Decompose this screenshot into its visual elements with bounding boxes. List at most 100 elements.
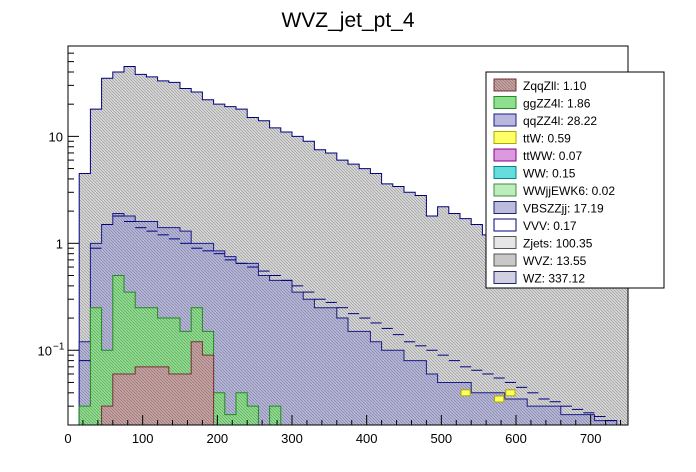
overlay-WVZ: [79, 215, 628, 425]
bar-ZqqZll-2: [124, 374, 135, 425]
legend: ZqqZll: 1.10 ggZZ4l: 1.86 qqZZ4l: 28.22 ttW…: [485, 71, 665, 289]
bar-qqZZ4l-45: [583, 415, 594, 425]
legend-label: ZqqZll: 1.10: [523, 79, 587, 93]
bar-qqZZ4l-26: [370, 342, 381, 425]
legend-swatch: [493, 201, 517, 214]
legend-label: VVV: 0.17: [523, 219, 577, 233]
bar-ggZZ4l-12: [214, 393, 225, 425]
bar-ggZZ4l-0: [79, 406, 90, 425]
legend-swatch: [493, 218, 517, 232]
bar-qqZZ4l-43: [561, 415, 572, 425]
bar-qqZZ4l-24: [348, 331, 359, 425]
bar-qqZZ4l-25: [359, 331, 370, 425]
bar-qqZZ4l-47: [606, 421, 617, 425]
bar-WZ-43: [561, 267, 572, 425]
bar-qqZZ4l-33: [449, 382, 460, 425]
bar-qqZZ4l-18: [281, 280, 292, 425]
bar-qqZZ4l-20: [303, 299, 314, 425]
legend-swatch: [493, 166, 517, 179]
bar-qqZZ4l-23: [337, 318, 348, 425]
x-tick-label: 400: [356, 431, 378, 446]
series-outline-ggZZ4l: [78, 275, 282, 425]
bar-qqZZ4l-40: [527, 406, 538, 425]
legend-swatch: [493, 148, 517, 162]
bar-ZqqZll-9: [202, 355, 213, 425]
legend-label: ttW: 0.59: [523, 132, 571, 146]
overlay-mark-ttW-0: [460, 389, 471, 397]
legend-label: WW: 0.15: [523, 167, 576, 181]
x-tick-label: 300: [281, 431, 303, 446]
x-tick-label: 500: [430, 431, 452, 446]
bar-qqZZ4l-22: [326, 308, 337, 425]
legend-swatch: [493, 236, 517, 249]
y-tick-label: 10: [38, 343, 52, 358]
bar-ggZZ4l-15: [247, 406, 258, 425]
x-tick-label: 200: [206, 431, 228, 446]
bar-qqZZ4l-30: [415, 361, 426, 425]
x-tick-label: 700: [580, 431, 602, 446]
overlay-mark-ttW-2: [505, 389, 516, 397]
bar-WZ-46: [594, 280, 605, 425]
overlay-mark-ttW-1: [494, 395, 505, 403]
legend-label: WWjjEWK6: 0.02: [523, 184, 615, 198]
bar-qqZZ4l-44: [572, 415, 583, 425]
bar-qqZZ4l-17: [270, 280, 281, 425]
series-hatch-ZqqZll: [101, 341, 214, 425]
bar-qqZZ4l-19: [292, 292, 303, 425]
bar-qqZZ4l-35: [471, 393, 482, 425]
bar-ZqqZll-4: [146, 367, 157, 425]
bar-ZqqZll-0: [102, 406, 113, 425]
series-hatch-qqZZ4l: [79, 213, 628, 425]
bar-WZ-45: [583, 276, 594, 425]
legend-label: WZ: 337.12: [523, 272, 585, 286]
x-tick-label: 0: [64, 431, 71, 446]
bar-WZ-44: [572, 271, 583, 425]
bar-qqZZ4l-28: [393, 350, 404, 425]
bar-WZ-48: [617, 286, 628, 425]
legend-swatch: [493, 271, 517, 284]
y-tick-label: 10: [49, 129, 63, 144]
bar-qqZZ4l-38: [505, 399, 516, 425]
bar-qqZZ4l-32: [438, 382, 449, 425]
y-tick-exponent: −1: [53, 341, 65, 352]
overlay-ttW: [460, 389, 516, 403]
bar-qqZZ4l-42: [550, 406, 561, 425]
bar-qqZZ4l-21: [314, 308, 325, 425]
x-tick-label: 600: [505, 431, 527, 446]
legend-swatch: [493, 253, 517, 267]
bar-qqZZ4l-34: [460, 382, 471, 425]
bar-qqZZ4l-41: [538, 406, 549, 425]
legend-label: Zjets: 100.35: [523, 237, 593, 251]
legend-label: VBSZZjj: 17.19: [523, 202, 604, 216]
chart-title: WVZ_jet_pt_4: [281, 9, 414, 32]
bar-qqZZ4l-31: [426, 374, 437, 425]
bar-ggZZ4l-13: [225, 415, 236, 425]
bar-ZqqZll-1: [113, 374, 124, 425]
bar-ZqqZll-6: [169, 374, 180, 425]
legend-label: ggZZ4l: 1.86: [523, 97, 591, 111]
bar-qqZZ4l-39: [516, 399, 527, 425]
legend-swatch: [493, 113, 517, 127]
series-ZqqZll: [101, 341, 215, 425]
series-outline-ZqqZll: [101, 341, 215, 425]
y-tick-label: 1: [56, 236, 63, 251]
legend-label: qqZZ4l: 28.22: [523, 114, 597, 128]
legend-label: ttWW: 0.07: [523, 149, 582, 163]
bar-qqZZ4l-16: [258, 276, 269, 425]
bar-ZqqZll-5: [158, 367, 169, 425]
bar-ZqqZll-3: [135, 367, 146, 425]
plot-area: [78, 66, 628, 425]
bar-qqZZ4l-46: [594, 421, 605, 425]
x-tick-label: 100: [132, 431, 154, 446]
bar-ggZZ4l-17: [270, 406, 281, 425]
bar-ZqqZll-8: [191, 342, 202, 425]
legend-swatch: [493, 96, 517, 109]
bar-qqZZ4l-36: [482, 393, 493, 425]
bar-WZ-47: [606, 286, 617, 425]
bar-qqZZ4l-13: [225, 257, 236, 425]
bar-ggZZ4l-1: [90, 308, 101, 425]
bar-qqZZ4l-27: [382, 350, 393, 425]
bar-ggZZ4l-14: [236, 393, 247, 425]
